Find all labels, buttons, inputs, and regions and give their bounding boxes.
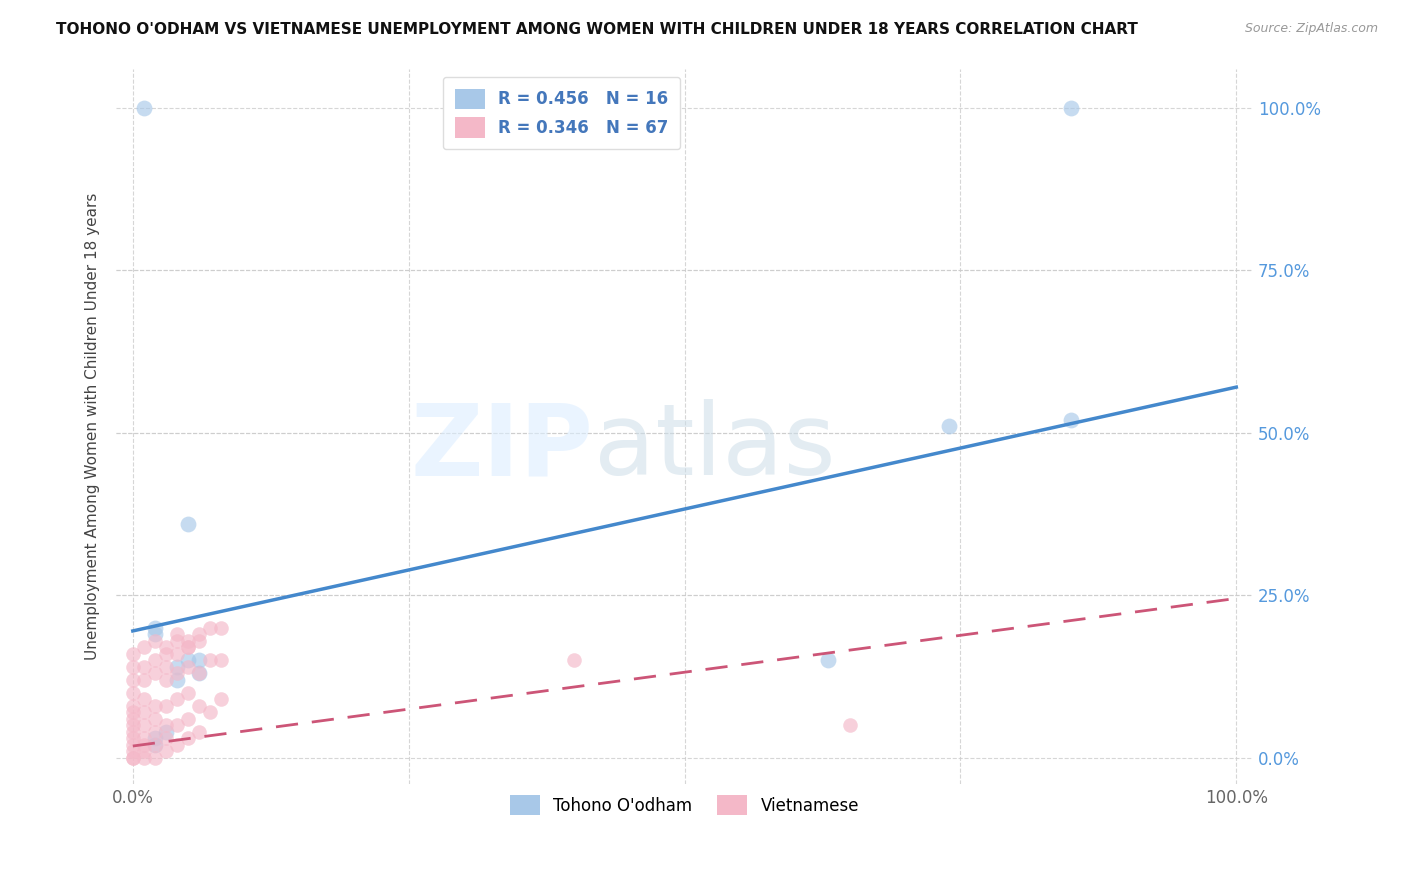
Point <box>188 698 211 713</box>
Text: Source: ZipAtlas.com: Source: ZipAtlas.com <box>1244 22 1378 36</box>
Point <box>132 640 155 655</box>
Point <box>121 750 143 764</box>
Point <box>121 647 143 661</box>
Point <box>155 744 177 758</box>
Point <box>132 659 155 673</box>
Point <box>1060 101 1083 115</box>
Point <box>132 750 155 764</box>
Point <box>143 621 166 635</box>
Legend: Tohono O'odham, Vietnamese: Tohono O'odham, Vietnamese <box>501 785 869 825</box>
Point <box>132 738 155 752</box>
Point <box>132 718 155 732</box>
Point <box>166 666 188 681</box>
Point <box>177 640 200 655</box>
Point <box>155 647 177 661</box>
Point <box>198 653 221 667</box>
Point <box>177 712 200 726</box>
Point <box>121 738 143 752</box>
Point <box>132 705 155 719</box>
Point <box>121 705 143 719</box>
Point <box>188 724 211 739</box>
Point <box>143 633 166 648</box>
Point <box>1060 412 1083 426</box>
Point <box>817 653 839 667</box>
Point <box>177 516 200 531</box>
Point <box>121 744 143 758</box>
Point <box>177 633 200 648</box>
Point <box>143 724 166 739</box>
Text: atlas: atlas <box>593 399 835 496</box>
Point <box>166 718 188 732</box>
Point <box>198 705 221 719</box>
Point <box>209 692 232 706</box>
Point <box>155 731 177 746</box>
Point <box>121 718 143 732</box>
Point <box>166 738 188 752</box>
Point <box>121 659 143 673</box>
Point <box>188 666 211 681</box>
Point <box>121 731 143 746</box>
Point <box>155 659 177 673</box>
Point <box>121 686 143 700</box>
Point <box>188 653 211 667</box>
Point <box>839 718 862 732</box>
Point <box>132 673 155 687</box>
Point <box>166 633 188 648</box>
Point <box>143 738 166 752</box>
Point <box>198 621 221 635</box>
Point <box>562 653 585 667</box>
Point <box>938 419 960 434</box>
Point <box>132 731 155 746</box>
Point <box>143 750 166 764</box>
Point <box>188 633 211 648</box>
Point <box>166 627 188 641</box>
Point <box>132 744 155 758</box>
Point <box>155 698 177 713</box>
Point <box>155 718 177 732</box>
Point <box>143 698 166 713</box>
Point <box>177 640 200 655</box>
Point <box>155 724 177 739</box>
Point <box>143 666 166 681</box>
Y-axis label: Unemployment Among Women with Children Under 18 years: Unemployment Among Women with Children U… <box>86 193 100 660</box>
Point <box>166 692 188 706</box>
Point <box>121 673 143 687</box>
Point <box>177 686 200 700</box>
Point <box>132 101 155 115</box>
Point <box>143 712 166 726</box>
Point <box>177 659 200 673</box>
Point <box>155 673 177 687</box>
Point <box>143 731 166 746</box>
Point <box>121 724 143 739</box>
Point <box>121 698 143 713</box>
Point <box>188 666 211 681</box>
Point <box>166 659 188 673</box>
Point <box>177 731 200 746</box>
Point <box>143 738 166 752</box>
Point <box>155 640 177 655</box>
Point <box>188 627 211 641</box>
Point <box>209 621 232 635</box>
Point <box>166 647 188 661</box>
Point <box>121 712 143 726</box>
Point <box>132 692 155 706</box>
Point <box>177 653 200 667</box>
Text: ZIP: ZIP <box>411 399 593 496</box>
Point <box>209 653 232 667</box>
Text: TOHONO O'ODHAM VS VIETNAMESE UNEMPLOYMENT AMONG WOMEN WITH CHILDREN UNDER 18 YEA: TOHONO O'ODHAM VS VIETNAMESE UNEMPLOYMEN… <box>56 22 1137 37</box>
Point <box>143 627 166 641</box>
Point <box>121 750 143 764</box>
Point <box>166 673 188 687</box>
Point <box>143 653 166 667</box>
